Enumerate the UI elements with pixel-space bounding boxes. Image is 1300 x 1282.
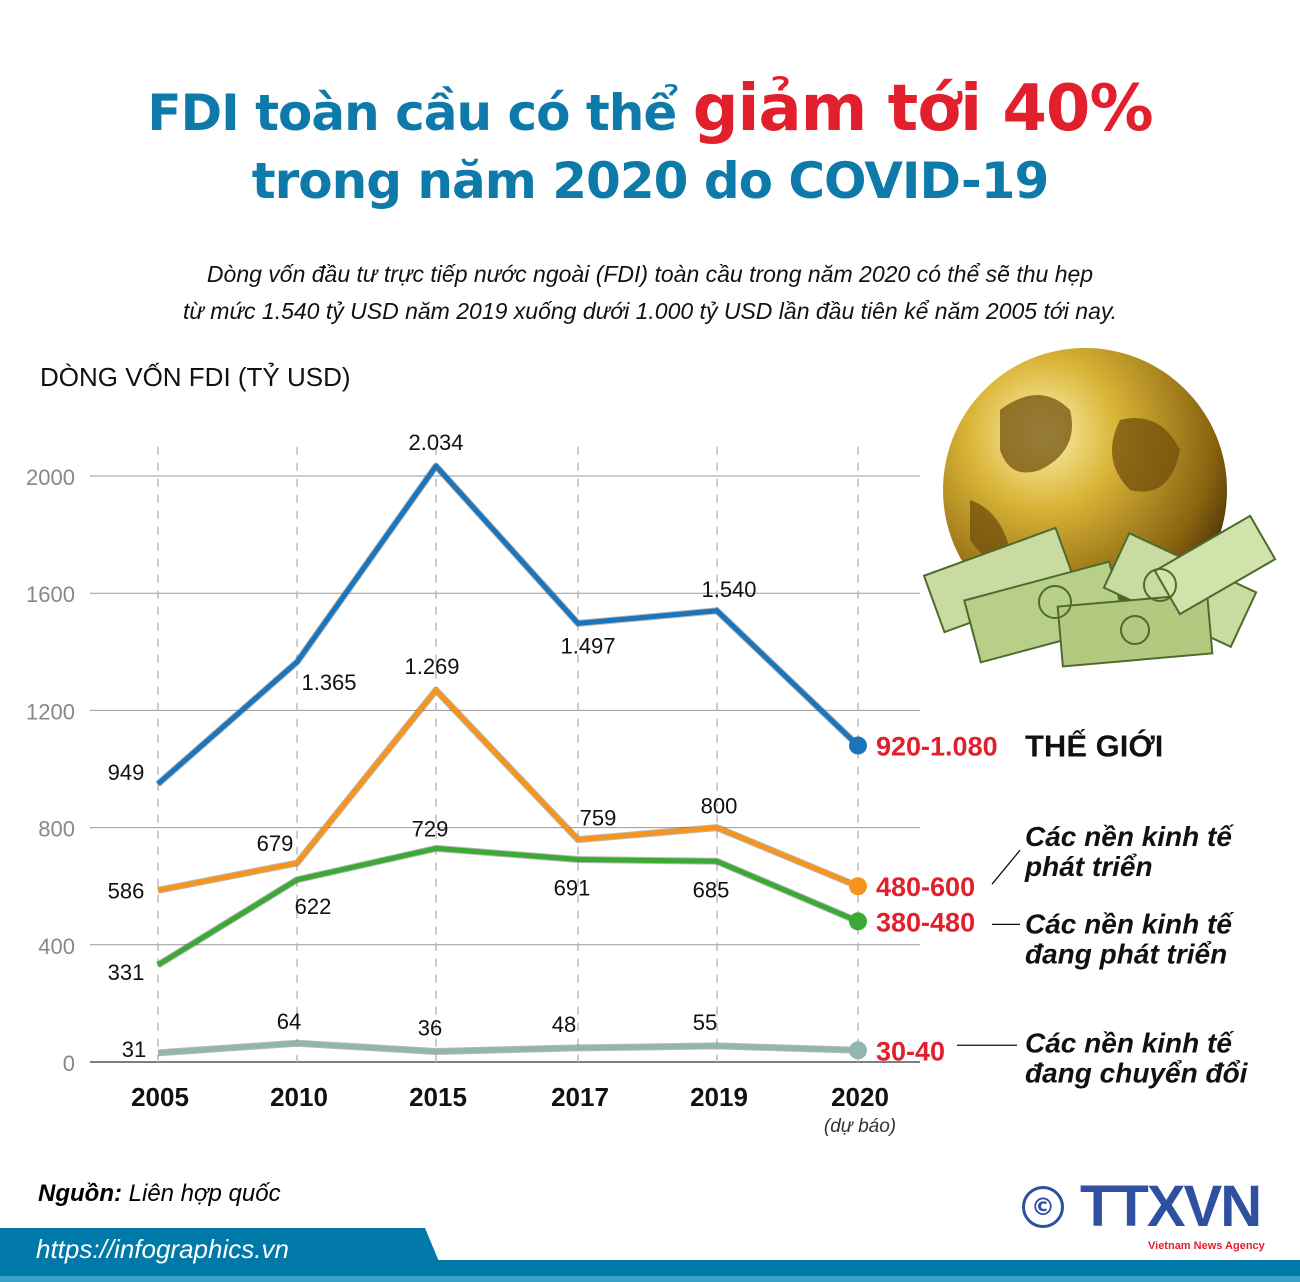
data-label: 1.497	[560, 633, 615, 658]
legend-series-1: Các nền kinh tế	[1025, 821, 1234, 852]
y-tick-label: 0	[63, 1051, 75, 1076]
series-line-1	[157, 687, 859, 893]
subtitle: Dòng vốn đầu tư trực tiếp nước ngoài (FD…	[0, 256, 1300, 330]
forecast-point-1	[849, 877, 867, 896]
y-axis-title: DÒNG VỐN FDI (TỶ USD)	[40, 362, 351, 392]
x-tick-label: 2020	[831, 1082, 889, 1112]
data-label: 691	[554, 876, 591, 901]
data-label: 685	[693, 877, 730, 902]
legend-series-3: đang chuyển đổi	[1025, 1057, 1249, 1088]
y-tick-label: 1600	[26, 582, 75, 607]
x-tick-label: 2017	[551, 1082, 609, 1112]
legend-series-2: Các nền kinh tế	[1025, 908, 1234, 939]
forecast-point-3	[849, 1041, 867, 1060]
data-label: 1.269	[404, 654, 459, 679]
footer-line	[0, 1276, 1300, 1282]
legend-series-1: phát triển	[1024, 851, 1153, 882]
forecast-label: 920-1.080	[876, 732, 998, 762]
series-line-0	[156, 463, 860, 786]
forecast-label: 480-600	[876, 872, 975, 902]
data-label: 31	[122, 1037, 146, 1062]
legend-connector-developed	[991, 849, 1021, 885]
data-label: 2.034	[408, 430, 463, 455]
data-label: 331	[108, 960, 145, 985]
data-label: 64	[277, 1009, 301, 1034]
footer-tab	[0, 1228, 445, 1276]
data-label: 1.540	[701, 577, 756, 602]
forecast-point-2	[849, 912, 867, 931]
data-label: 759	[580, 806, 617, 831]
data-label: 800	[701, 794, 738, 819]
data-label: 729	[412, 816, 449, 841]
globe-money-illustration	[922, 348, 1277, 668]
fdi-line-chart: 0 400 800 1200 1600 2000 2005 2010 2015 2017 2019 2…	[26, 430, 1249, 1137]
data-label: 1.365	[301, 670, 356, 695]
x-tick-label: 2010	[270, 1082, 328, 1112]
copyright-icon: ©	[1022, 1186, 1064, 1228]
y-tick-label: 400	[38, 934, 75, 959]
source: Nguồn: Liên hợp quốc	[38, 1180, 281, 1208]
y-tick-label: 1200	[26, 699, 75, 724]
legend-series-3: Các nền kinh tế	[1025, 1027, 1234, 1058]
source-value: Liên hợp quốc	[121, 1180, 281, 1207]
x-tick-note: (dự báo)	[824, 1116, 896, 1137]
series-outline-0	[155, 462, 861, 787]
data-label: 36	[418, 1015, 442, 1040]
subtitle-line-2: từ mức 1.540 tỷ USD năm 2019 xuống dưới …	[182, 298, 1118, 324]
forecast-label: 380-480	[876, 907, 975, 937]
y-tick-label: 800	[38, 817, 75, 842]
title-line-2: trong năm 2020 do COVID-19	[251, 152, 1050, 210]
data-label: 586	[108, 878, 145, 903]
x-tick-label: 2015	[409, 1082, 467, 1112]
legend-world: THẾ GIỚI	[1025, 728, 1163, 764]
title-text: FDI toàn cầu có thể	[147, 84, 693, 142]
forecast-label: 30-40	[876, 1036, 945, 1066]
data-label: 48	[552, 1012, 576, 1037]
title-line-1: FDI toàn cầu có thể giảm tới 40%	[0, 72, 1300, 146]
data-label: 55	[693, 1010, 717, 1035]
series-outline-2	[156, 844, 860, 969]
series-outline-1	[157, 686, 860, 894]
series-line-3	[157, 1040, 859, 1056]
data-label: 949	[108, 760, 145, 785]
title-highlight: giảm tới 40%	[692, 72, 1154, 146]
y-tick-label: 2000	[26, 465, 75, 490]
x-tick-label: 2019	[690, 1082, 748, 1112]
legend-series-2: đang phát triển	[1025, 938, 1227, 969]
forecast-point-0	[849, 736, 867, 755]
subtitle-line-1: Dòng vốn đầu tư trực tiếp nước ngoài (FD…	[206, 261, 1094, 287]
ttxvn-logo: TTXVN	[1080, 1174, 1262, 1239]
data-label: 679	[257, 831, 294, 856]
data-label: 622	[295, 894, 332, 919]
source-label: Nguồn:	[38, 1180, 122, 1207]
footer-url[interactable]: https://infographics.vn	[36, 1234, 289, 1264]
series-line-2	[156, 845, 859, 968]
ttxvn-logo-subtitle: Vietnam News Agency	[1148, 1240, 1265, 1252]
x-tick-label: 2005	[131, 1082, 189, 1112]
